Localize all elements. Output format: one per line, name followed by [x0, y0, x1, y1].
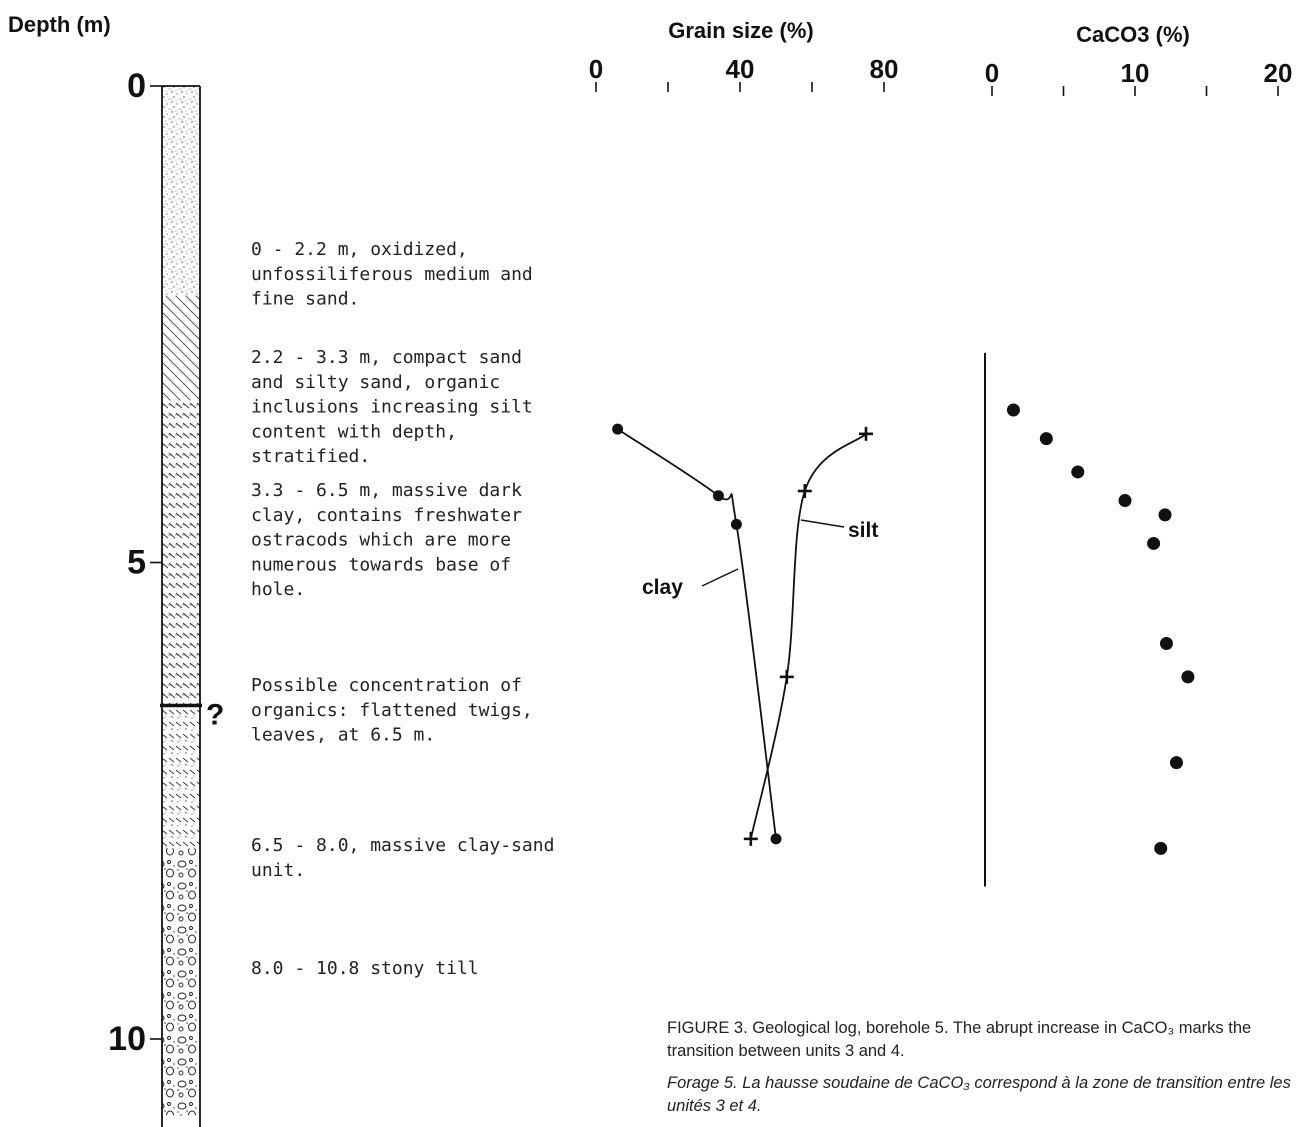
description-line: organics: flattened twigs, [251, 700, 533, 721]
unit-description: Possible concentration of organics: flatt… [251, 675, 533, 746]
description-line: numerous towards base of [251, 554, 511, 575]
silt-point [779, 669, 794, 684]
description-line: Possible concentration of [251, 675, 522, 696]
depth-tick-label: 10 [108, 1020, 146, 1058]
caco3-axis: 0 10 20 [985, 58, 1293, 96]
caco3-point [1118, 494, 1132, 508]
unit-compact-sand-and-silty-sand [162, 295, 200, 401]
description-line: 2.2 - 3.3 m, compact sand [251, 347, 522, 368]
grain-tick-label: 80 [870, 54, 899, 84]
description-line: clay, contains freshwater [251, 505, 522, 526]
unit-sand [162, 86, 200, 296]
description-line: leaves, at 6.5 m. [251, 725, 435, 746]
caco3-point [1071, 465, 1085, 479]
silt-series-label: silt [848, 519, 878, 542]
description-line: unit. [251, 860, 305, 881]
caco3-point [1006, 403, 1020, 417]
depth-axis: 0 5 10 [108, 67, 162, 1058]
description-line: unfossiliferous medium and [251, 264, 533, 285]
depth-tick-label: 5 [127, 544, 146, 582]
clay-point [612, 423, 624, 435]
description-line: 3.3 - 6.5 m, massive dark [251, 480, 522, 501]
clay-point [770, 833, 782, 845]
description-line: ostracods which are more [251, 530, 511, 551]
description-line: content with depth, [251, 421, 457, 442]
silt-point [797, 484, 812, 499]
silt-label-leader [800, 519, 845, 528]
description-line: hole. [251, 579, 305, 600]
uncertain-boundary-label: ? [206, 698, 224, 731]
clay-point [730, 518, 742, 530]
unit-description: 2.2 - 3.3 m, compact sand and silty sand,… [251, 347, 533, 467]
depth-tick-label: 0 [127, 67, 146, 105]
description-line: 8.0 - 10.8 stony till [251, 958, 479, 979]
clay-label-leader [701, 568, 739, 587]
description-line: 0 - 2.2 m, oxidized, [251, 239, 468, 260]
silt-curve [749, 433, 867, 840]
silt-point [743, 831, 758, 846]
caco3-title: CaCO3 (%) [1076, 22, 1190, 47]
grain-tick-label: 0 [589, 54, 603, 84]
caco3-point [1154, 841, 1168, 855]
unit-clay-sand [162, 705, 200, 849]
description-line: stratified. [251, 446, 370, 467]
caco3-point [1159, 637, 1173, 651]
unit-description: 0 - 2.2 m, oxidized, unfossiliferous medi… [251, 239, 533, 310]
unit-clay [162, 400, 200, 706]
clay-point [712, 490, 724, 502]
caco3-point [1181, 670, 1195, 684]
lithology-column: ? [160, 85, 224, 1127]
description-line: fine sand. [251, 289, 359, 310]
grain-size-plot [612, 423, 873, 846]
caco3-point [1147, 536, 1161, 550]
unit-description: 6.5 - 8.0, massive clay-sand unit. [251, 835, 554, 881]
clay-series-label: clay [642, 576, 683, 599]
caption-french: Forage 5. La hausse soudaine de CaCO₃ co… [667, 1074, 1291, 1115]
grain-size-title: Grain size (%) [668, 18, 813, 43]
figure-caption: FIGURE 3. Geological log, borehole 5. Th… [667, 1017, 1307, 1127]
caco3-tick-label: 20 [1264, 58, 1293, 88]
clay-curve [617, 428, 777, 839]
caco3-tick-label: 10 [1121, 58, 1150, 88]
caco3-point [1158, 508, 1172, 522]
silt-point [859, 426, 873, 441]
unit-stony-till [162, 848, 200, 1116]
caco3-point [1169, 756, 1183, 770]
grain-size-axis: 0 40 80 [589, 54, 899, 92]
unit-description: 8.0 - 10.8 stony till [251, 958, 479, 979]
grain-tick-label: 40 [726, 54, 755, 84]
depth-axis-title: Depth (m) [8, 12, 111, 37]
caco3-plot [984, 352, 1195, 887]
caption-english: FIGURE 3. Geological log, borehole 5. Th… [667, 1019, 1252, 1060]
description-line: inclusions increasing silt [251, 397, 533, 418]
caco3-tick-label: 0 [985, 58, 999, 88]
unit-description: 3.3 - 6.5 m, massive dark clay, contains … [251, 480, 522, 600]
description-line: and silty sand, organic [251, 372, 500, 393]
caco3-point [1039, 432, 1053, 446]
unit-descriptions: 0 - 2.2 m, oxidized, unfossiliferous medi… [251, 239, 554, 979]
description-line: 6.5 - 8.0, massive clay-sand [251, 835, 554, 856]
